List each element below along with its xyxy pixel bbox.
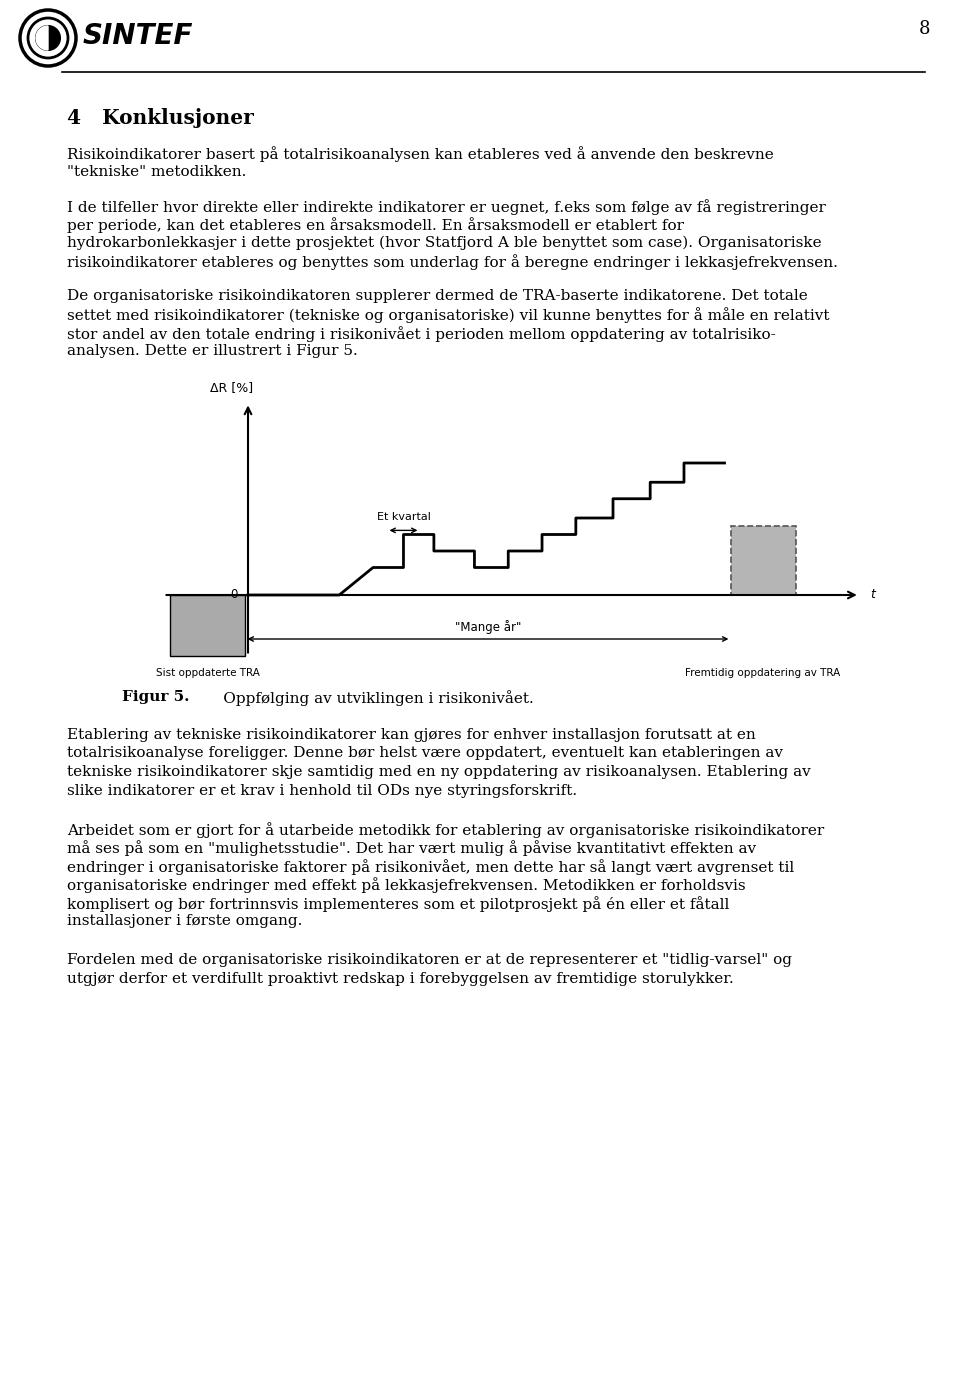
Bar (732, 527, 796, 594)
Text: slike indikatorer er et krav i henhold til ODs nye styringsforskrift.: slike indikatorer er et krav i henhold t… (67, 783, 577, 797)
Text: Etablering av tekniske risikoindikatorer kan gjøres for enhver installasjon foru: Etablering av tekniske risikoindikatorer… (67, 728, 756, 742)
Text: "Mange år": "Mange år" (455, 619, 521, 633)
Text: tekniske risikoindikatorer skje samtidig med en ny oppdatering av risikoanalysen: tekniske risikoindikatorer skje samtidig… (67, 765, 811, 779)
Text: endringer i organisatoriske faktorer på risikonivået, men dette har så langt vær: endringer i organisatoriske faktorer på … (67, 859, 794, 874)
Text: settet med risikoindikatorer (tekniske og organisatoriske) vil kunne benyttes fo: settet med risikoindikatorer (tekniske o… (67, 308, 829, 323)
Text: Figur 5.: Figur 5. (122, 690, 189, 705)
Text: ΔR [%]: ΔR [%] (209, 381, 252, 394)
Text: risikoindikatorer etableres og benyttes som underlag for å beregne endringer i l: risikoindikatorer etableres og benyttes … (67, 255, 838, 270)
Text: 8: 8 (919, 21, 930, 39)
Text: 0: 0 (230, 589, 238, 601)
Text: Et kvartal: Et kvartal (376, 512, 430, 523)
Text: analysen. Dette er illustrert i Figur 5.: analysen. Dette er illustrert i Figur 5. (67, 345, 358, 359)
Text: installasjoner i første omgang.: installasjoner i første omgang. (67, 914, 302, 928)
Wedge shape (36, 26, 48, 50)
Text: "tekniske" metodikken.: "tekniske" metodikken. (67, 164, 247, 178)
Text: Risikoindikatorer basert på totalrisikoanalysen kan etableres ved å anvende den : Risikoindikatorer basert på totalrisikoa… (67, 146, 774, 161)
Text: stor andel av den totale endring i risikonivået i perioden mellom oppdatering av: stor andel av den totale endring i risik… (67, 325, 776, 342)
Text: SINTEF: SINTEF (83, 22, 194, 50)
Text: utgjør derfor et verdifullt proaktivt redskap i forebyggelsen av fremtidige stor: utgjør derfor et verdifullt proaktivt re… (67, 971, 733, 986)
Text: Sist oppdaterte TRA: Sist oppdaterte TRA (156, 667, 259, 678)
Text: organisatoriske endringer med effekt på lekkasjefrekvensen. Metodikken er forhol: organisatoriske endringer med effekt på … (67, 877, 746, 894)
Text: totalrisikoanalyse foreligger. Denne bør helst være oppdatert, eventuelt kan eta: totalrisikoanalyse foreligger. Denne bør… (67, 746, 783, 760)
Circle shape (36, 26, 60, 50)
Text: 4   Konklusjoner: 4 Konklusjoner (67, 108, 253, 128)
Text: De organisatoriske risikoindikatoren supplerer dermed de TRA-baserte indikatoren: De organisatoriske risikoindikatoren sup… (67, 290, 807, 303)
Text: hydrokarbonlekkasjer i dette prosjektet (hvor Statfjord A ble benyttet som case): hydrokarbonlekkasjer i dette prosjektet … (67, 236, 822, 251)
Text: Arbeidet som er gjort for å utarbeide metodikk for etablering av organisatoriske: Arbeidet som er gjort for å utarbeide me… (67, 822, 825, 838)
Text: komplisert og bør fortrinnsvis implementeres som et pilotprosjekt på én eller et: komplisert og bør fortrinnsvis implement… (67, 896, 730, 912)
Text: t: t (870, 589, 875, 601)
Text: per periode, kan det etableres en årsaksmodell. En årsaksmodell er etablert for: per periode, kan det etableres en årsaks… (67, 218, 684, 233)
Text: Oppfølging av utviklingen i risikonivået.: Oppfølging av utviklingen i risikonivået… (194, 690, 534, 706)
Text: må ses på som en "mulighetsstudie". Det har vært mulig å påvise kvantitativt eff: må ses på som en "mulighetsstudie". Det … (67, 840, 756, 856)
Text: I de tilfeller hvor direkte eller indirekte indikatorer er uegnet, f.eks som føl: I de tilfeller hvor direkte eller indire… (67, 199, 826, 215)
Text: Fordelen med de organisatoriske risikoindikatoren er at de representerer et "tid: Fordelen med de organisatoriske risikoin… (67, 953, 792, 967)
Bar (170, 594, 245, 655)
Text: Fremtidig oppdatering av TRA: Fremtidig oppdatering av TRA (685, 667, 841, 678)
